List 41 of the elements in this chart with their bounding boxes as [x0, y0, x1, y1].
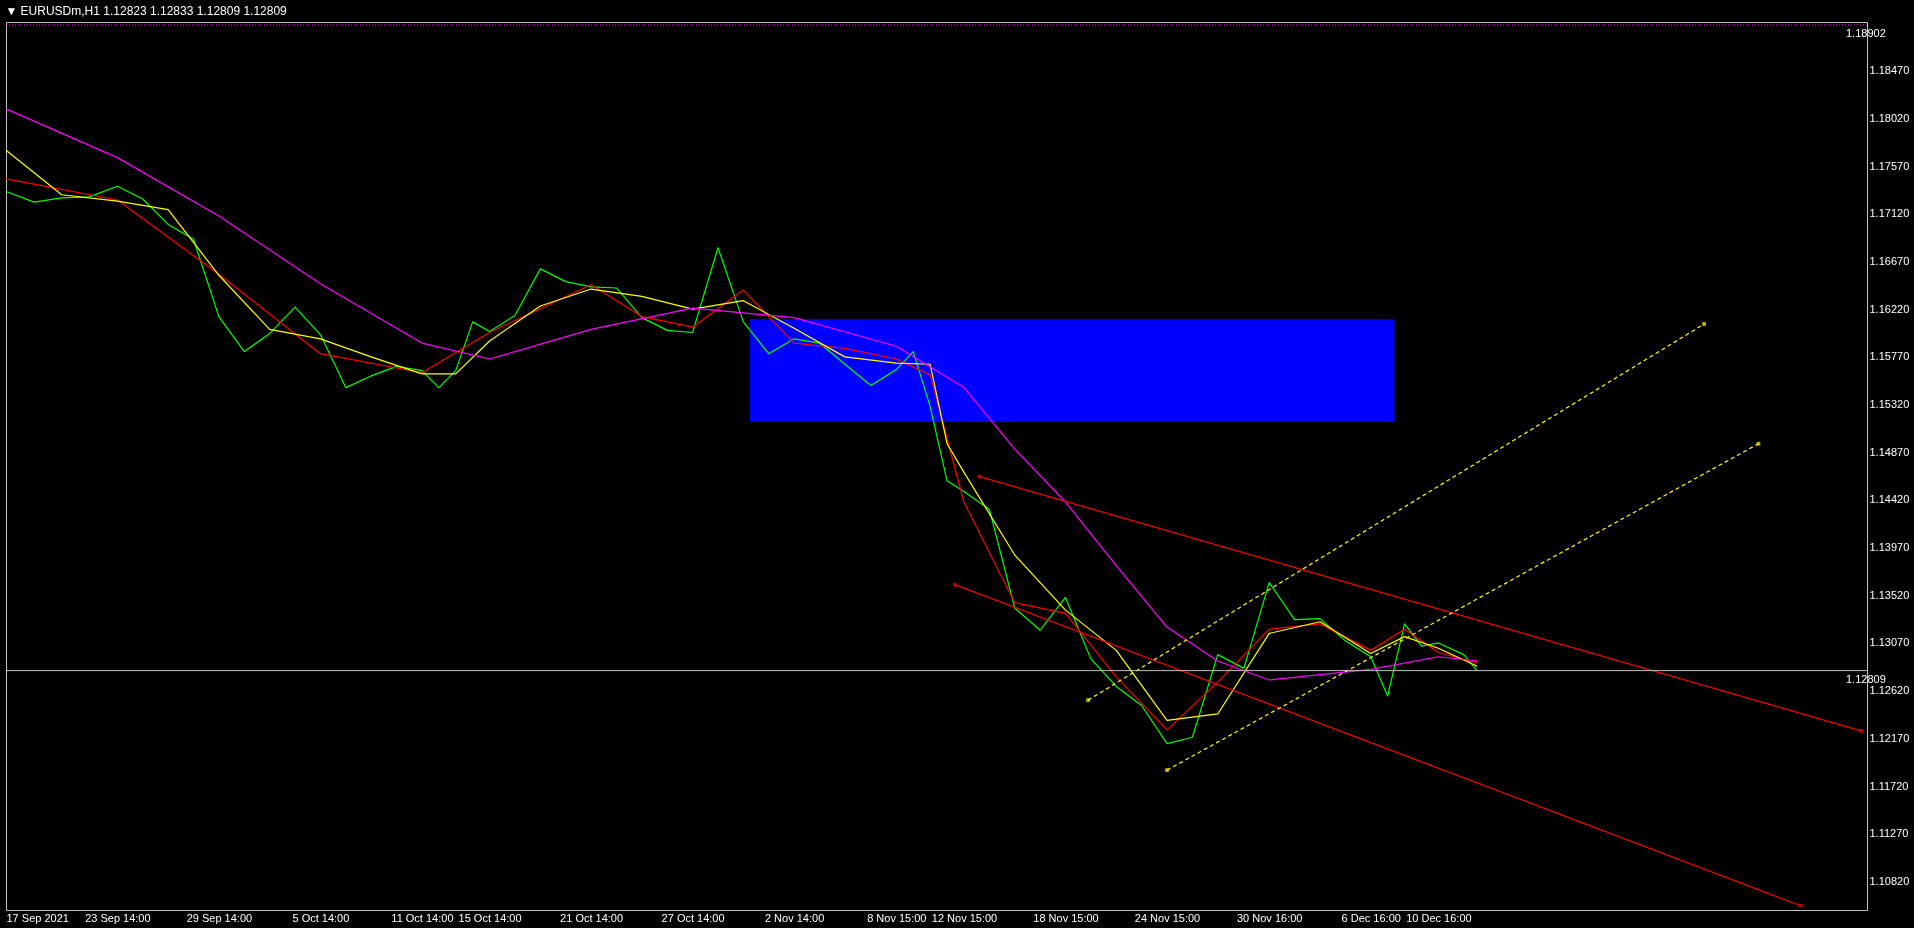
x-tick-label: 6 Dec 16:00 [1341, 911, 1401, 924]
y-tick-label: 1.10820 [1869, 874, 1910, 887]
y-tick-label: 1.12620 [1869, 684, 1910, 697]
y-tick-label: 1.15770 [1869, 350, 1910, 363]
y-tick-label: 1.14870 [1869, 445, 1910, 458]
x-tick-label: 23 Sep 14:00 [85, 911, 151, 924]
x-tick-label: 21 Oct 14:00 [560, 911, 624, 924]
y-tick-label: 1.15320 [1869, 398, 1910, 411]
point [1859, 729, 1864, 733]
point [1086, 698, 1090, 703]
y-tick-label: 1.12170 [1869, 731, 1910, 744]
y-tick-label: 1.13070 [1869, 636, 1910, 649]
y-tick-label: 1.13520 [1869, 588, 1910, 601]
y-tick-label: 1.17570 [1869, 159, 1910, 172]
y-tick-label: 1.17120 [1869, 207, 1910, 220]
point [1798, 903, 1803, 908]
x-tick-label: 15 Oct 14:00 [458, 911, 522, 924]
x-tick-label: 27 Oct 14:00 [661, 911, 725, 924]
x-tick-label: 10 Dec 16:00 [1406, 911, 1472, 924]
y-tick-label: 1.18020 [1869, 111, 1910, 124]
x-tick-label: 29 Sep 14:00 [186, 911, 253, 924]
y-tick-label: 1.11720 [1869, 779, 1909, 792]
x-tick-label: 5 Oct 14:00 [292, 911, 350, 924]
x-tick-label: 2 Nov 14:00 [764, 911, 825, 924]
point [1165, 768, 1169, 772]
y-tick-label: 1.14420 [1869, 493, 1910, 506]
x-tick-label: 11 Oct 14:00 [391, 911, 454, 924]
x-tick-label: 12 Nov 15:00 [931, 911, 998, 924]
y-tick-label: 1.11270 [1869, 827, 1909, 840]
point [1702, 322, 1707, 326]
point [952, 582, 957, 587]
y-tick-label: 1.13970 [1869, 541, 1910, 554]
x-tick-label: 24 Nov 15:00 [1134, 911, 1201, 924]
y-tick-label: 1.18470 [1869, 64, 1910, 77]
y-tick-label: 1.16670 [1869, 254, 1910, 267]
x-tick-label: 18 Nov 15:00 [1033, 911, 1099, 924]
x-tick-label: 17 Sep 2021 [6, 911, 69, 924]
x-tick-label: 30 Nov 16:00 [1237, 911, 1303, 924]
y-tick-label: 1.16220 [1869, 302, 1910, 315]
chart-title: ▼ EURUSDm,H1 1.12823 1.12833 1.12809 1.12809 [5, 4, 288, 18]
x-tick-label: 8 Nov 15:00 [867, 911, 927, 924]
